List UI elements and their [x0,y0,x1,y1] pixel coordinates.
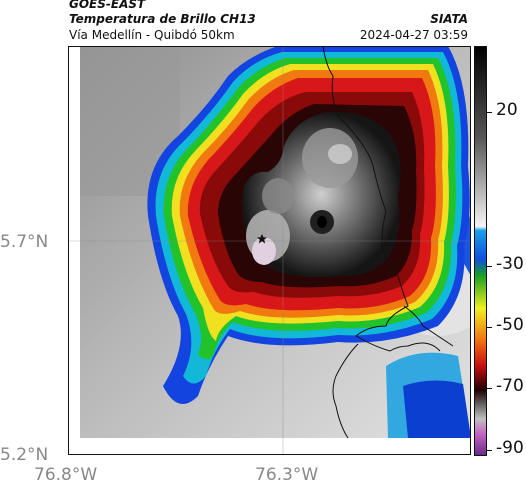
region-subtitle: Vía Medellín - Quibdó 50km [69,28,235,42]
lat-label-5.7: 5.7°N [0,232,49,252]
colorbar-tick-minus70: -70 [496,376,524,396]
lat-label-5.2: 5.2°N [0,445,49,465]
product-title: Temperatura de Brillo CH13 [69,12,256,26]
satellite-name: GOES-EAST [69,0,146,11]
colorbar-tick-minus90: -90 [496,438,524,458]
map-svg [68,46,471,455]
lon-label-76.8: 76.8°W [34,465,98,485]
satellite-map [68,46,471,455]
colorbar-tick-20: 20 [496,100,518,120]
star-icon [257,234,267,244]
lon-label-76.3: 76.3°W [255,465,319,485]
timestamp: 2024-04-27 03:59 [359,28,468,42]
colorbar [474,46,487,456]
colorbar-tick-minus30: -30 [496,254,524,274]
org-label: SIATA [430,12,468,26]
borders [322,46,454,439]
colorbar-tick-minus50: -50 [496,315,524,335]
